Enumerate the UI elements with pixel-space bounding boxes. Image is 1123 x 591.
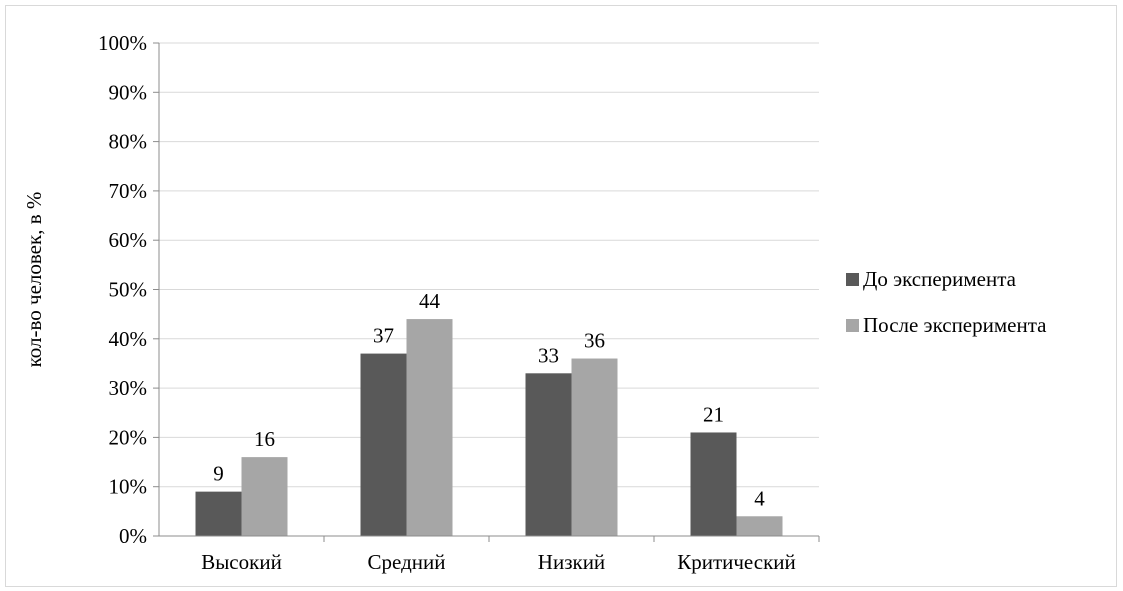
- bar: [571, 358, 618, 536]
- y-axis-label: кол-во человек, в %: [22, 192, 46, 368]
- data-label: 36: [584, 329, 605, 353]
- y-tick-label: 60%: [109, 228, 148, 252]
- data-label: 16: [254, 427, 275, 451]
- y-tick-label: 80%: [109, 130, 148, 154]
- gridlines: [153, 42, 820, 542]
- y-tick-label: 50%: [109, 278, 148, 302]
- y-tick-label: 30%: [109, 376, 148, 400]
- bars: [195, 319, 783, 536]
- legend-label: До эксперимента: [863, 267, 1017, 291]
- x-tick-label: Высокий: [201, 550, 282, 574]
- bar-chart: 0% 10% 20% 30% 40% 50% 60% 70% 80% 90% 100% 9 16 37 4…: [22, 31, 1047, 574]
- x-tick-label: Критический: [677, 550, 796, 574]
- y-tick-label: 100%: [98, 31, 147, 55]
- legend-swatch: [846, 319, 859, 332]
- legend-label: После эксперимента: [863, 313, 1047, 337]
- bar: [360, 353, 407, 536]
- y-axis-tick-labels: 0% 10% 20% 30% 40% 50% 60% 70% 80% 90% 100%: [98, 31, 147, 548]
- bar: [241, 457, 288, 536]
- x-axis-tick-labels: Высокий Средний Низкий Критический: [201, 550, 796, 574]
- x-tick-label: Средний: [368, 550, 446, 574]
- data-label: 37: [373, 324, 394, 348]
- bar: [406, 319, 453, 536]
- bar: [690, 432, 737, 536]
- y-tick-label: 70%: [109, 179, 148, 203]
- data-label: 44: [419, 289, 441, 313]
- x-tick-label: Низкий: [538, 550, 605, 574]
- y-tick-label: 20%: [109, 425, 148, 449]
- y-tick-label: 10%: [109, 475, 148, 499]
- y-tick-label: 90%: [109, 80, 148, 104]
- data-label: 9: [213, 462, 224, 486]
- data-label: 4: [754, 486, 765, 510]
- y-tick-label: 40%: [109, 327, 148, 351]
- y-tick-label: 0%: [119, 524, 147, 548]
- data-labels: 9 16 37 44 33 36 21 4: [213, 289, 765, 510]
- bar: [525, 373, 572, 536]
- data-label: 21: [703, 402, 724, 426]
- chart-frame: 0% 10% 20% 30% 40% 50% 60% 70% 80% 90% 100% 9 16 37 4…: [5, 5, 1117, 587]
- data-label: 33: [538, 343, 559, 367]
- bar: [736, 516, 783, 536]
- legend: До эксперимента После эксперимента: [846, 267, 1047, 337]
- legend-swatch: [846, 273, 859, 286]
- bar: [195, 491, 242, 536]
